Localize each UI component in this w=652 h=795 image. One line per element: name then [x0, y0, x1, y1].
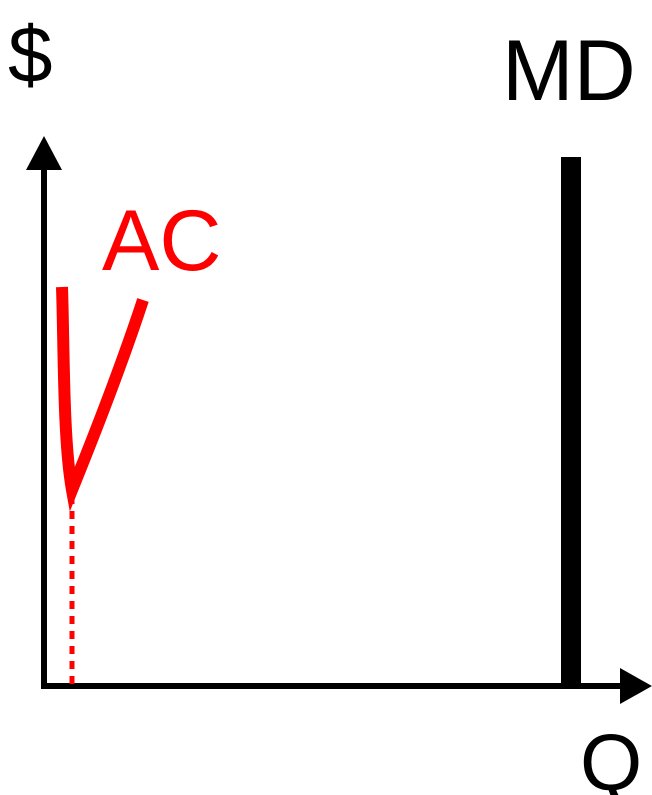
average-cost-label: AC [102, 193, 221, 289]
y-axis-label: $ [8, 10, 53, 99]
average-cost-curve [56, 286, 149, 512]
y-axis-arrowhead [26, 136, 62, 170]
x-axis-arrowhead [620, 668, 652, 704]
demand-label: MD [502, 23, 636, 119]
x-axis-label: Q [580, 718, 642, 795]
market-demand-line [561, 157, 581, 689]
